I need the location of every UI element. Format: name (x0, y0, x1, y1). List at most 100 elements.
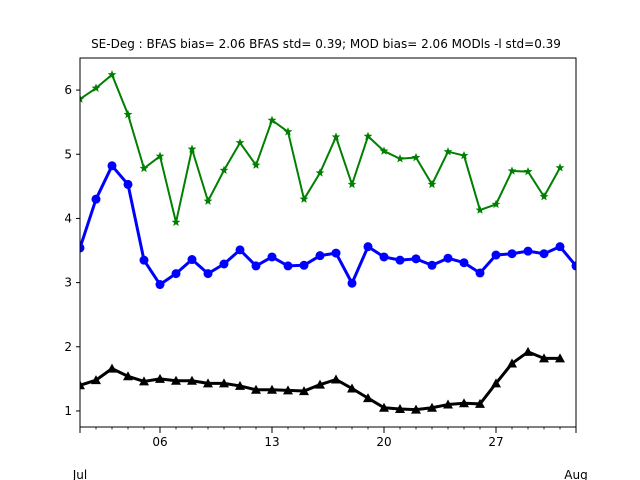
series-3-point-30 (539, 353, 549, 363)
series-1-point-20 (379, 146, 389, 155)
series-2-point-5 (139, 255, 149, 265)
series-2-point-20 (379, 252, 389, 262)
series-3-point-20 (379, 402, 389, 412)
series-3-point-10 (219, 378, 229, 388)
y-tick-label-6: 6 (64, 83, 72, 97)
series-3-point-19 (363, 393, 373, 403)
series-1-point-23 (427, 179, 437, 189)
series-3-point-11 (235, 380, 245, 390)
series-2-point-8 (187, 255, 197, 265)
series-2-point-10 (219, 259, 229, 269)
series-2 (80, 161, 576, 290)
series-2-point-30 (539, 249, 549, 259)
month-label-jul: Jul (72, 468, 87, 480)
series-1-point-3 (107, 70, 117, 79)
series-1-point-14 (283, 127, 293, 136)
x-tick-label-20: 20 (376, 435, 391, 449)
series-2-point-4 (123, 179, 133, 189)
series-3-point-25 (459, 398, 469, 408)
series-1-point-17 (331, 132, 341, 141)
series-2-point-22 (411, 254, 421, 264)
series-3-point-17 (331, 374, 341, 384)
series-2-point-31 (555, 242, 565, 252)
series-3-point-16 (315, 379, 325, 389)
series-2-point-26 (475, 268, 485, 278)
series-2-point-3 (107, 161, 117, 171)
series-3-point-9 (203, 378, 213, 388)
series-1-point-26 (475, 205, 485, 214)
series-1-point-5 (139, 163, 149, 173)
series-1-point-29 (523, 166, 533, 176)
series-2-point-7 (171, 269, 181, 279)
x-tick-label-13: 13 (264, 435, 279, 449)
series-3-point-4 (123, 371, 133, 381)
y-tick-label-5: 5 (64, 147, 72, 161)
series-2-point-29 (523, 246, 533, 256)
series-3-point-18 (347, 383, 357, 393)
series-3-point-23 (427, 402, 437, 412)
series-2-point-16 (315, 251, 325, 261)
series-2-point-32 (571, 261, 576, 271)
series-3-point-2 (91, 375, 101, 385)
series-2-point-11 (235, 245, 245, 255)
series-1-point-12 (251, 160, 261, 169)
series-1-point-11 (235, 138, 245, 147)
y-tick-label-3: 3 (64, 276, 72, 290)
series-1-point-28 (507, 166, 517, 175)
series-2-point-9 (203, 269, 213, 279)
series-3-point-12 (251, 384, 261, 394)
series-1-point-13 (267, 115, 277, 124)
series-3-point-6 (155, 373, 165, 383)
series-1-point-24 (443, 147, 453, 156)
series-3-point-31 (555, 353, 565, 363)
series-1 (80, 70, 565, 227)
series-2-point-19 (363, 242, 373, 252)
series-1-point-19 (363, 131, 373, 141)
series-3-point-8 (187, 375, 197, 385)
series-3-point-5 (139, 376, 149, 386)
series-1-point-30 (539, 192, 549, 201)
x-tick-label-06: 06 (152, 435, 167, 449)
series-1-point-25 (459, 150, 469, 160)
series-1-point-6 (155, 151, 165, 160)
series-1-point-9 (203, 196, 213, 205)
series-2-point-27 (491, 250, 501, 260)
series-2-point-1 (80, 243, 85, 253)
series-3 (80, 346, 565, 414)
series-2-point-28 (507, 249, 517, 259)
axes-layer: 1 2 3 4 5 6 06 13 20 27 Jul Aug (64, 57, 588, 480)
series-3-point-22 (411, 404, 421, 414)
series-3-point-1 (80, 380, 85, 390)
series-3-point-26 (475, 398, 485, 408)
series-2-point-2 (91, 194, 101, 204)
series-2-point-13 (267, 252, 277, 262)
month-label-aug: Aug (564, 468, 587, 480)
series-2-point-12 (251, 261, 261, 271)
series-1-point-7 (171, 217, 181, 227)
x-tick-label-27: 27 (488, 435, 503, 449)
y-tick-label-2: 2 (64, 340, 72, 354)
series-1-point-27 (491, 199, 501, 209)
series-1-point-31 (555, 163, 565, 172)
series-1-point-10 (219, 165, 229, 175)
series-2-point-24 (443, 253, 453, 263)
series-3-point-3 (107, 363, 117, 373)
y-tick-label-4: 4 (64, 211, 72, 225)
series-2-point-14 (283, 261, 293, 271)
series-3-point-7 (171, 375, 181, 385)
series-1-point-18 (347, 179, 357, 189)
series-layer (80, 70, 576, 414)
series-3-point-21 (395, 404, 405, 414)
plot-frame (79, 57, 577, 428)
series-3-point-14 (283, 385, 293, 395)
series-1-point-21 (395, 154, 405, 163)
series-1-point-8 (187, 144, 197, 153)
series-3-point-27 (491, 378, 501, 388)
series-1-point-2 (91, 83, 101, 92)
series-1-point-16 (315, 168, 325, 177)
series-2-point-25 (459, 258, 469, 268)
series-2-point-18 (347, 278, 357, 288)
series-3-point-15 (299, 386, 309, 396)
series-2-point-23 (427, 260, 437, 270)
